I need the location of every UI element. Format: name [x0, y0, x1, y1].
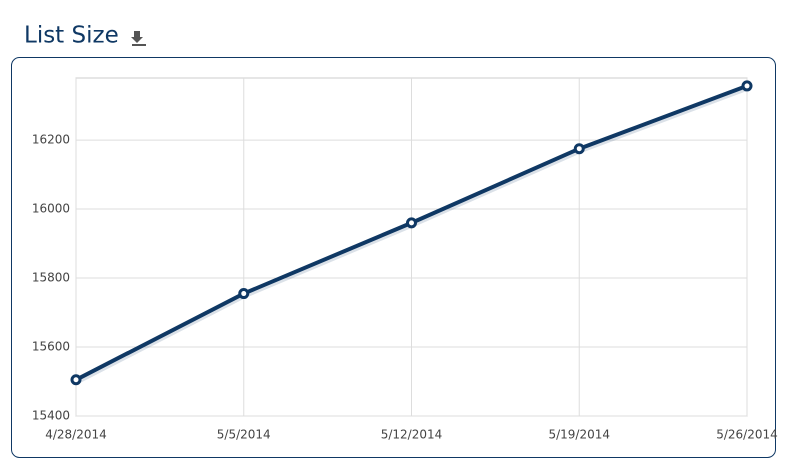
y-tick-label: 16000 [32, 202, 70, 216]
line-shadow [75, 85, 749, 385]
icon-arrow [131, 37, 143, 43]
point [406, 217, 417, 229]
y-tick-label: 15400 [32, 409, 70, 423]
y-tick-label: 16200 [32, 133, 70, 147]
icon-base [132, 44, 146, 46]
point [741, 80, 753, 92]
x-tick-label: 5/5/2014 [217, 428, 271, 442]
y-tick-label: 15600 [32, 340, 70, 354]
x-tick-label: 5/12/2014 [381, 428, 443, 442]
download-icon[interactable] [131, 31, 146, 46]
point [238, 288, 250, 300]
point [70, 374, 82, 386]
x-tick-label: 5/19/2014 [548, 428, 610, 442]
x-tick-label: 5/26/2014 [716, 428, 778, 442]
point [573, 143, 585, 155]
x-tick-label: 4/28/2014 [45, 428, 107, 442]
y-tick-label: 15800 [32, 271, 70, 285]
icon-stem [134, 31, 140, 37]
chart-frame [11, 57, 776, 458]
chart-title: List Size [24, 23, 119, 49]
